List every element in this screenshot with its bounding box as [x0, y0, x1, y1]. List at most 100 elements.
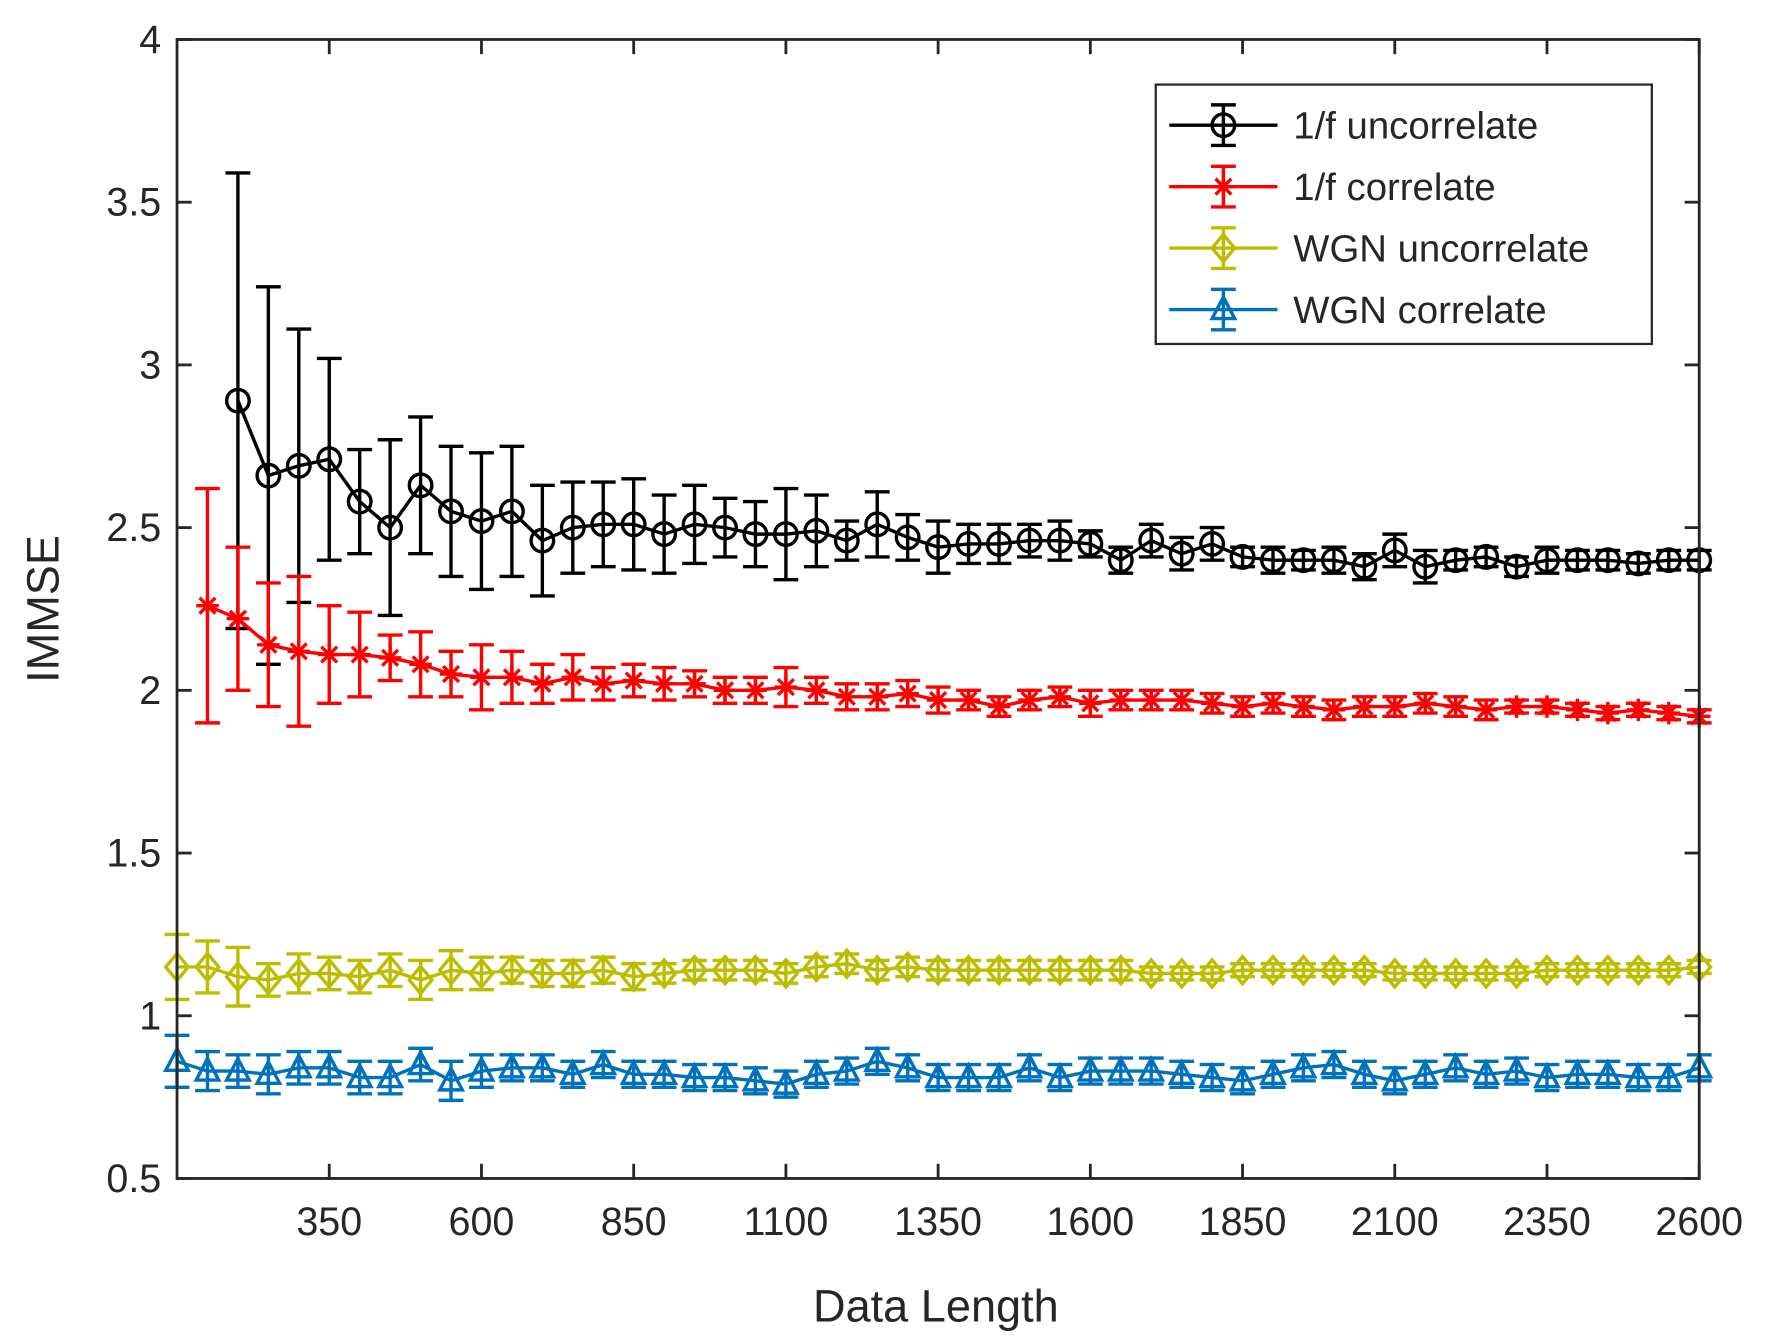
- data-point: [1441, 1051, 1470, 1079]
- error-bar: [347, 447, 373, 556]
- data-point: [1350, 954, 1378, 987]
- data-point: [1442, 957, 1470, 990]
- data-point: [284, 1051, 313, 1079]
- data-point: [619, 1058, 648, 1086]
- y-tick-label: 2: [139, 669, 161, 713]
- data-point: [470, 666, 493, 689]
- data-point: [531, 672, 554, 696]
- data-point: [1077, 530, 1104, 557]
- data-point: [1198, 957, 1226, 990]
- data-point: [680, 1061, 709, 1089]
- data-point: [1534, 547, 1560, 574]
- data-point: [468, 508, 495, 535]
- x-tick-label: 2350: [1503, 1200, 1591, 1244]
- data-point: [436, 1064, 466, 1092]
- data-point: [315, 957, 343, 990]
- data-point: [713, 679, 737, 702]
- data-point: [1564, 547, 1591, 574]
- data-point: [254, 1058, 283, 1086]
- error-bar: [651, 962, 677, 985]
- data-point: [1381, 537, 1408, 564]
- error-bar: [1017, 958, 1042, 982]
- data-point: [924, 1061, 953, 1089]
- error-bar: [1625, 962, 1651, 979]
- legend-label: WGN correlate: [1293, 289, 1546, 332]
- data-point: [1624, 954, 1652, 987]
- error-bar: [895, 955, 921, 979]
- data-point: [1016, 527, 1043, 554]
- legend-label: 1/f uncorrelate: [1293, 105, 1538, 148]
- data-point: [591, 672, 615, 696]
- data-point: [987, 695, 1011, 718]
- data-point: [1015, 1051, 1044, 1079]
- data-point: [1594, 547, 1621, 574]
- data-point: [1168, 957, 1196, 990]
- data-point: [1048, 685, 1072, 709]
- data-point: [317, 643, 341, 666]
- data-point: [896, 682, 919, 705]
- data-point: [498, 954, 526, 987]
- data-point: [1170, 688, 1193, 712]
- data-point: [196, 594, 219, 617]
- error-bar: [1199, 965, 1225, 982]
- data-point: [620, 960, 648, 993]
- data-point: [1505, 695, 1528, 718]
- data-point: [224, 387, 251, 414]
- error-bar: [316, 955, 342, 992]
- data-point: [193, 950, 221, 984]
- error-bar: [1047, 958, 1073, 982]
- data-point: [559, 514, 586, 541]
- error-bar: [682, 483, 707, 566]
- data-point: [467, 957, 495, 990]
- error-bar: [803, 493, 829, 569]
- error-bar: [1138, 965, 1164, 982]
- data-point: [255, 462, 282, 489]
- error-bar: [590, 480, 616, 569]
- series: [195, 486, 1712, 728]
- data-point: [376, 1061, 405, 1089]
- data-point: [467, 1055, 496, 1082]
- data-point: [287, 640, 311, 663]
- data-point: [1654, 1061, 1683, 1089]
- error-bar: [1412, 965, 1438, 982]
- data-point: [864, 511, 891, 538]
- legend-error: [1210, 103, 1236, 148]
- data-point: [1261, 692, 1285, 715]
- error-bar: [469, 955, 494, 992]
- error-bar: [1351, 551, 1377, 582]
- data-point: [1260, 547, 1286, 574]
- data-point: [285, 452, 312, 479]
- data-point: [741, 954, 769, 987]
- error-bar: [1504, 965, 1529, 982]
- error-bar: [1656, 962, 1682, 979]
- data-point: [1533, 954, 1561, 987]
- data-point: [257, 633, 280, 657]
- error-bar: [469, 451, 494, 592]
- error-bar: [377, 438, 403, 618]
- data-point: [528, 957, 556, 990]
- data-point: [497, 1051, 526, 1079]
- legend-marker: [1209, 293, 1238, 321]
- data-point: [1473, 543, 1500, 570]
- data-point: [1109, 688, 1133, 712]
- data-point: [957, 688, 980, 712]
- data-point: [529, 527, 556, 554]
- data-point: [744, 679, 767, 702]
- data-point: [285, 957, 313, 990]
- error-bar: [1321, 545, 1347, 575]
- x-axis-label: Data Length: [813, 1281, 1059, 1332]
- plot-frame: [175, 38, 1701, 1180]
- data-point: [863, 954, 891, 987]
- error-bar: [408, 415, 433, 556]
- legend-marker: [1209, 231, 1237, 265]
- data-point: [1046, 527, 1073, 554]
- error-bar: [1351, 962, 1377, 979]
- data-point: [710, 1061, 740, 1089]
- error-bar: [743, 958, 768, 982]
- data-point: [741, 1064, 770, 1092]
- data-point: [1383, 695, 1407, 718]
- data-point: [561, 666, 585, 689]
- data-point: [1199, 530, 1226, 557]
- data-point: [193, 1055, 222, 1082]
